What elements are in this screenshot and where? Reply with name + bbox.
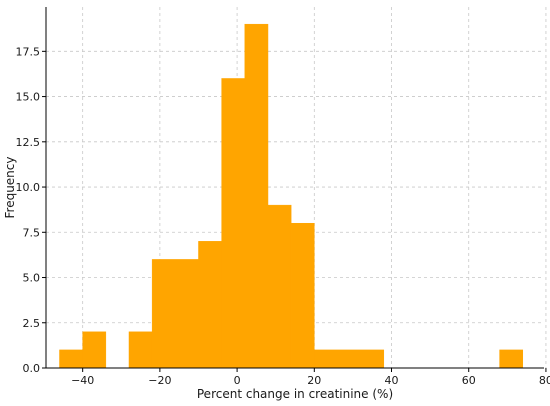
histogram-bar bbox=[267, 204, 292, 369]
x-tick-label: 60 bbox=[462, 374, 476, 387]
histogram-bar bbox=[151, 259, 199, 369]
x-axis-label: Percent change in creatinine (%) bbox=[197, 387, 393, 401]
x-tick-label: −20 bbox=[148, 374, 171, 387]
y-tick-label: 0.0 bbox=[23, 362, 41, 375]
y-tick-label: 7.5 bbox=[23, 226, 41, 239]
y-tick-label: 17.5 bbox=[16, 45, 41, 58]
x-tick-label: −40 bbox=[71, 374, 94, 387]
y-tick-label: 10.0 bbox=[16, 181, 41, 194]
histogram-bar bbox=[128, 331, 153, 369]
histogram-bar bbox=[244, 23, 269, 369]
x-tick-label: 80 bbox=[539, 374, 550, 387]
y-tick-label: 12.5 bbox=[16, 136, 41, 149]
x-tick-label: 0 bbox=[234, 374, 241, 387]
ticks: −40 −20 0 20 40 60 80 0.0 2.5 5.0 7.5 10.0 12.5 15.0 1… bbox=[16, 45, 550, 387]
histogram-bar bbox=[59, 349, 83, 369]
histogram-bar bbox=[290, 222, 315, 369]
histogram-bar bbox=[221, 78, 246, 369]
histogram-bar bbox=[82, 331, 107, 369]
y-axis-label: Frequency bbox=[3, 157, 17, 219]
histogram-bar bbox=[198, 241, 222, 369]
bars bbox=[59, 23, 524, 369]
histogram-bar bbox=[499, 349, 524, 369]
y-tick-label: 15.0 bbox=[16, 91, 41, 104]
x-tick-label: 40 bbox=[385, 374, 399, 387]
y-tick-label: 5.0 bbox=[23, 272, 41, 285]
histogram-bar bbox=[314, 349, 385, 369]
x-tick-label: 20 bbox=[307, 374, 321, 387]
y-tick-label: 2.5 bbox=[23, 317, 41, 330]
